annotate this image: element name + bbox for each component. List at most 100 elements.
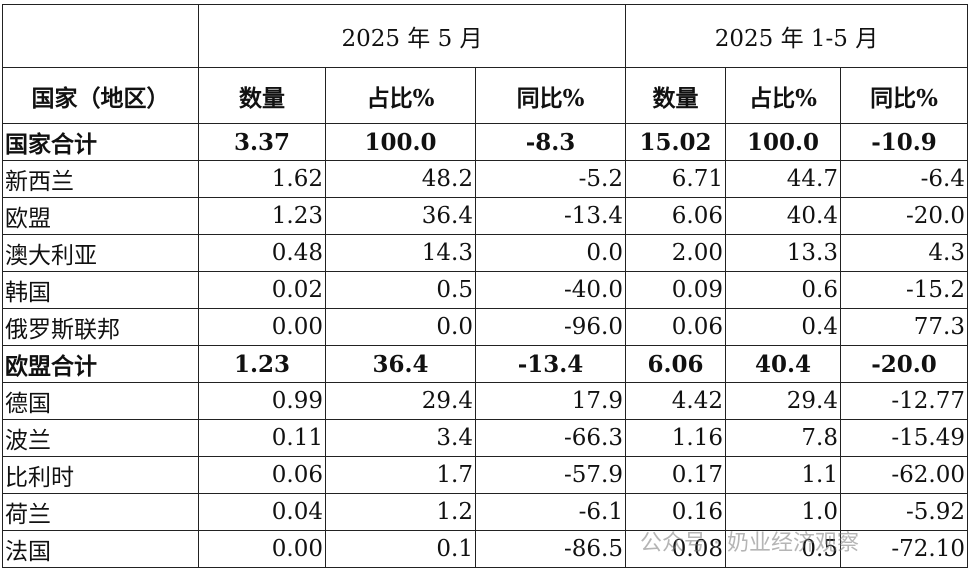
cell: 1.0 [725,493,841,531]
cell: 1.7 [325,456,476,494]
cell: -20.0 [840,197,968,235]
cell: 0.11 [198,419,326,457]
row-label: 法国 [2,530,199,568]
cell: 29.4 [725,382,841,420]
cell: 0.1 [325,530,476,568]
cell: -62.00 [840,456,968,494]
cell: 0.06 [625,308,726,346]
cell: 15.02 [625,123,726,161]
cell: 4.42 [625,382,726,420]
cell: 0.09 [625,271,726,309]
data-row: 波兰 0.11 3.4 -66.3 1.16 7.8 -15.49 [2,419,968,457]
cell: -96.0 [475,308,626,346]
column-header: 数量 [198,67,326,124]
cell: -15.49 [840,419,968,457]
data-row: 澳大利亚 0.48 14.3 0.0 2.00 13.3 4.3 [2,234,968,272]
cell: 3.4 [325,419,476,457]
cell: 29.4 [325,382,476,420]
data-table: 2025 年 5 月 2025 年 1-5 月国家（地区） 数量 占比% 同比% 数量 占比… [2,4,968,568]
cell: -6.1 [475,493,626,531]
cell: 44.7 [725,160,841,198]
cell: -40.0 [475,271,626,309]
data-row: 德国 0.99 29.4 17.9 4.42 29.4 -12.77 [2,382,968,420]
row-label: 新西兰 [2,160,199,198]
cell: 6.71 [625,160,726,198]
cell: 0.5 [325,271,476,309]
column-header: 数量 [625,67,726,124]
cell: -72.10 [840,530,968,568]
row-label: 欧盟合计 [2,345,199,383]
cell: -57.9 [475,456,626,494]
cell: 1.1 [725,456,841,494]
cell: 0.0 [325,308,476,346]
row-label: 比利时 [2,456,199,494]
row-label: 荷兰 [2,493,199,531]
cell: 6.06 [625,197,726,235]
cell: 48.2 [325,160,476,198]
cell: 0.17 [625,456,726,494]
data-row: 韩国 0.02 0.5 -40.0 0.09 0.6 -15.2 [2,271,968,309]
cell: -20.0 [840,345,968,383]
cell: 40.4 [725,345,841,383]
header-row: 国家（地区） 数量 占比% 同比% 数量 占比% 同比% [2,67,968,124]
cell: -12.77 [840,382,968,420]
cell: 1.16 [625,419,726,457]
column-header: 占比% [725,67,841,124]
cell: 17.9 [475,382,626,420]
cell: -15.2 [840,271,968,309]
data-row: 欧盟 1.23 36.4 -13.4 6.06 40.4 -20.0 [2,197,968,235]
row-label: 澳大利亚 [2,234,199,272]
cell: 100.0 [325,123,476,161]
row-label: 韩国 [2,271,199,309]
header-cell: 国家（地区） [2,67,199,124]
data-row: 法国 0.00 0.1 -86.5 0.08 0.5 -72.10 [2,530,968,568]
cell: 1.62 [198,160,326,198]
data-row: 比利时 0.06 1.7 -57.9 0.17 1.1 -62.00 [2,456,968,494]
group-header: 2025 年 1-5 月 [625,4,968,68]
row-label: 欧盟 [2,197,199,235]
cell: 0.48 [198,234,326,272]
cell: -66.3 [475,419,626,457]
cell: 0.0 [475,234,626,272]
cell: 0.4 [725,308,841,346]
cell: -5.92 [840,493,968,531]
group-header: 2025 年 5 月 [198,4,626,68]
cell: 2.00 [625,234,726,272]
cell: 14.3 [325,234,476,272]
cell: 6.06 [625,345,726,383]
cell: 4.3 [840,234,968,272]
cell: 0.00 [198,308,326,346]
cell: 0.02 [198,271,326,309]
cell: 0.5 [725,530,841,568]
watermark: 公众号 · 奶业经济观察 [640,531,859,556]
cell: 0.08 [625,530,726,568]
cell: 40.4 [725,197,841,235]
cell: -10.9 [840,123,968,161]
total-row: 欧盟合计 1.23 36.4 -13.4 6.06 40.4 -20.0 [2,345,968,383]
cell: -13.4 [475,197,626,235]
cell: 77.3 [840,308,968,346]
header-row: 2025 年 5 月 2025 年 1-5 月 [2,4,968,68]
cell: 0.00 [198,530,326,568]
cell: 0.99 [198,382,326,420]
cell: -8.3 [475,123,626,161]
cell: -13.4 [475,345,626,383]
data-row: 新西兰 1.62 48.2 -5.2 6.71 44.7 -6.4 [2,160,968,198]
row-label: 德国 [2,382,199,420]
cell: 7.8 [725,419,841,457]
row-label: 国家合计 [2,123,199,161]
cell: 13.3 [725,234,841,272]
cell: 100.0 [725,123,841,161]
cell: 1.23 [198,197,326,235]
cell: 36.4 [325,197,476,235]
row-label: 波兰 [2,419,199,457]
cell: 0.6 [725,271,841,309]
cell: -5.2 [475,160,626,198]
column-header: 占比% [325,67,476,124]
header-cell [2,4,199,68]
cell: -86.5 [475,530,626,568]
cell: 36.4 [325,345,476,383]
cell: -6.4 [840,160,968,198]
cell: 3.37 [198,123,326,161]
